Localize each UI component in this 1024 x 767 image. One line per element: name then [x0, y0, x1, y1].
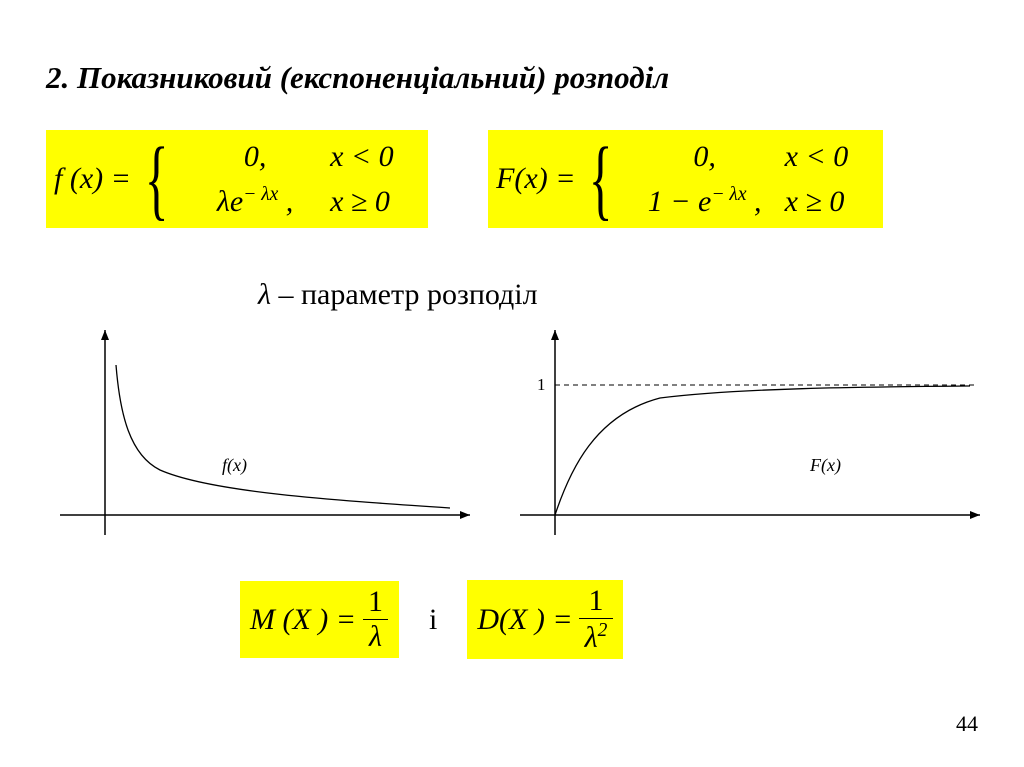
pdf-case1-right: x < 0	[330, 134, 420, 179]
cdf-chart-label: F(x)	[810, 455, 841, 476]
cdf-case1-left: 0,	[625, 134, 785, 179]
var-fraction: 1 λ2	[579, 586, 614, 653]
var-lhs: D(X ) =	[477, 603, 572, 637]
cdf-chart: 1 F(x)	[510, 320, 990, 550]
pdf-lhs: f (x) =	[54, 162, 131, 196]
page-number: 44	[956, 711, 978, 737]
param-rest: – параметр розподіл	[271, 278, 538, 311]
lambda-symbol: λ	[258, 278, 271, 311]
cdf-case1-right: x < 0	[785, 134, 875, 179]
mean-formula: M (X ) = 1 λ	[240, 581, 399, 658]
mean-den: λ	[363, 619, 388, 652]
cdf-case2-left: 1 − e− λx ,	[625, 179, 785, 224]
cdf-formula: F(x) = { 0, x < 0 1 − e− λx , x ≥ 0	[488, 130, 883, 228]
moments-row: M (X ) = 1 λ і D(X ) = 1 λ2	[240, 580, 623, 659]
formula-row: f (x) = { 0, x < 0 λe− λx , x ≥ 0 F(x) =…	[46, 130, 883, 228]
pdf-chart-label: f(x)	[222, 455, 247, 476]
pdf-case2-left: λe− λx ,	[180, 179, 330, 224]
cdf-lhs: F(x) =	[496, 162, 575, 196]
var-den: λ2	[579, 618, 614, 653]
pdf-case1-left: 0,	[180, 134, 330, 179]
pdf-formula: f (x) = { 0, x < 0 λe− λx , x ≥ 0	[46, 130, 428, 228]
mean-fraction: 1 λ	[362, 587, 389, 652]
mean-num: 1	[362, 587, 389, 619]
section-title: 2. Показниковий (експоненціальний) розпо…	[46, 60, 669, 96]
pdf-chart: f(x)	[50, 320, 490, 550]
charts-row: f(x) 1 F(x)	[50, 320, 990, 550]
cdf-asymptote-label: 1	[537, 375, 546, 395]
brace-icon: {	[589, 139, 613, 220]
var-num: 1	[582, 586, 609, 618]
cdf-case2-right: x ≥ 0	[785, 179, 875, 224]
parameter-text: λ – параметр розподіл	[258, 278, 538, 312]
conjunction: і	[429, 603, 437, 637]
variance-formula: D(X ) = 1 λ2	[467, 580, 623, 659]
pdf-case2-right: x ≥ 0	[330, 179, 420, 224]
mean-lhs: M (X ) =	[250, 603, 356, 637]
brace-icon: {	[145, 139, 169, 220]
